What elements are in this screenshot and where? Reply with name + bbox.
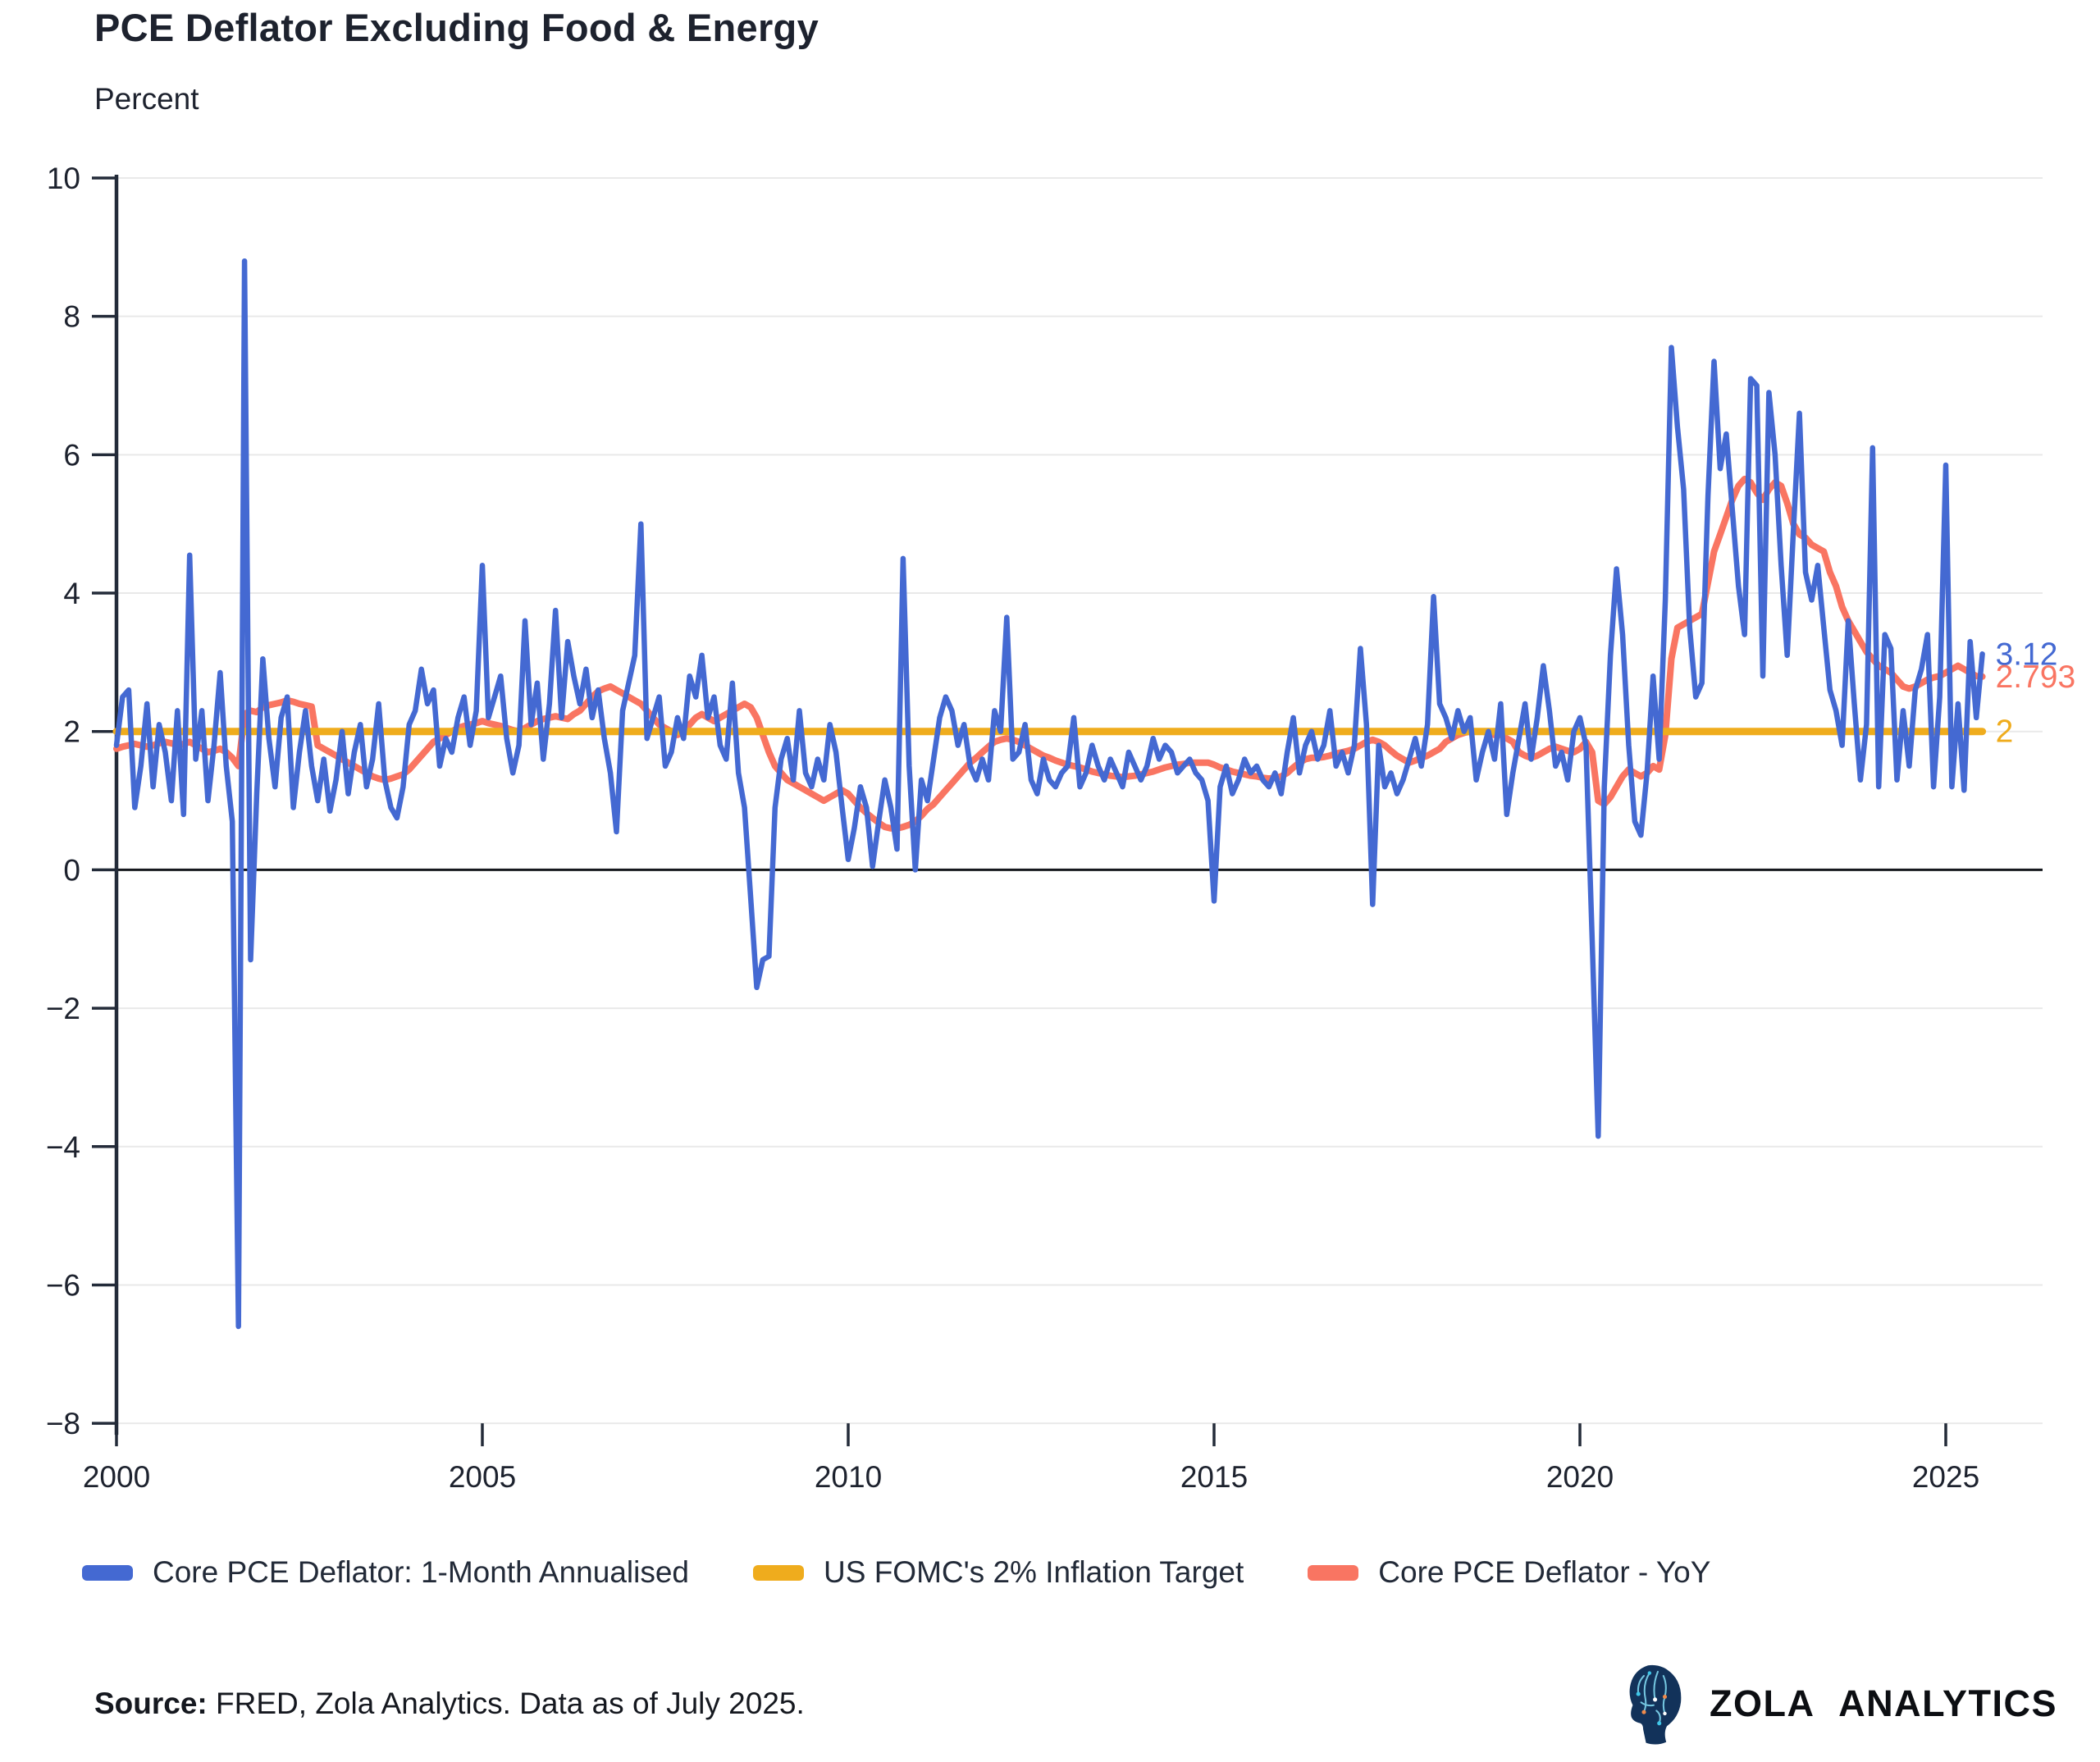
legend-item-core-pce-yoy: Core PCE Deflator - YoY: [1308, 1555, 1710, 1590]
x-tick-label: 2000: [83, 1460, 150, 1494]
legend-label: US FOMC's 2% Inflation Target: [824, 1555, 1244, 1589]
x-tick-label: 2025: [1912, 1460, 1979, 1494]
logo-text: ZOLA ANALYTICS: [1710, 1682, 2058, 1724]
series-end-value-label: 2.793: [1996, 660, 2076, 695]
source-note: Source: FRED, Zola Analytics. Data as of…: [94, 1687, 805, 1721]
legend-label: Core PCE Deflator: 1-Month Annualised: [153, 1555, 690, 1589]
y-tick-label: −2: [46, 992, 80, 1025]
chart-title: PCE Deflator Excluding Food & Energy: [94, 6, 819, 49]
legend-item-inflation-target: US FOMC's 2% Inflation Target: [753, 1555, 1244, 1590]
legend-swatch-gold-icon: [753, 1564, 805, 1581]
legend-item-core-pce-1m: Core PCE Deflator: 1-Month Annualised: [82, 1555, 689, 1590]
source-text: FRED, Zola Analytics. Data as of July 20…: [207, 1687, 805, 1720]
x-tick-label: 2005: [449, 1460, 516, 1494]
legend-label: Core PCE Deflator - YoY: [1378, 1555, 1711, 1589]
y-tick-label: 0: [63, 853, 80, 887]
legend-swatch-blue-icon: [82, 1564, 133, 1581]
series-line-core-pce-yoy: [113, 475, 1986, 832]
y-tick-label: 8: [63, 300, 80, 334]
x-tick-label: 2010: [815, 1460, 882, 1494]
y-tick-label: 10: [47, 162, 80, 195]
series-end-value-label: 2: [1996, 714, 2014, 750]
y-tick-label: −6: [46, 1268, 80, 1302]
source-label: Source:: [94, 1687, 208, 1720]
y-tick-label: 2: [63, 715, 80, 749]
series-end-value-label: 3.12: [1996, 637, 2058, 672]
x-tick-label: 2015: [1180, 1460, 1248, 1494]
y-tick-label: 6: [63, 438, 80, 472]
series-line-core-pce-1m-annualised: [113, 258, 1985, 1330]
zola-analytics-logo: ZOLA ANALYTICS: [1623, 1662, 2057, 1746]
y-axis-units-label: Percent: [94, 82, 199, 116]
x-tick-label: 2020: [1546, 1460, 1614, 1494]
y-tick-label: −4: [46, 1130, 80, 1164]
zola-head-icon: [1629, 1664, 1682, 1745]
chart-legend: Core PCE Deflator: 1-Month Annualised US…: [82, 1555, 1710, 1590]
y-tick-label: −8: [46, 1407, 80, 1440]
y-tick-label: 4: [63, 577, 80, 610]
legend-swatch-salmon-icon: [1308, 1564, 1359, 1581]
